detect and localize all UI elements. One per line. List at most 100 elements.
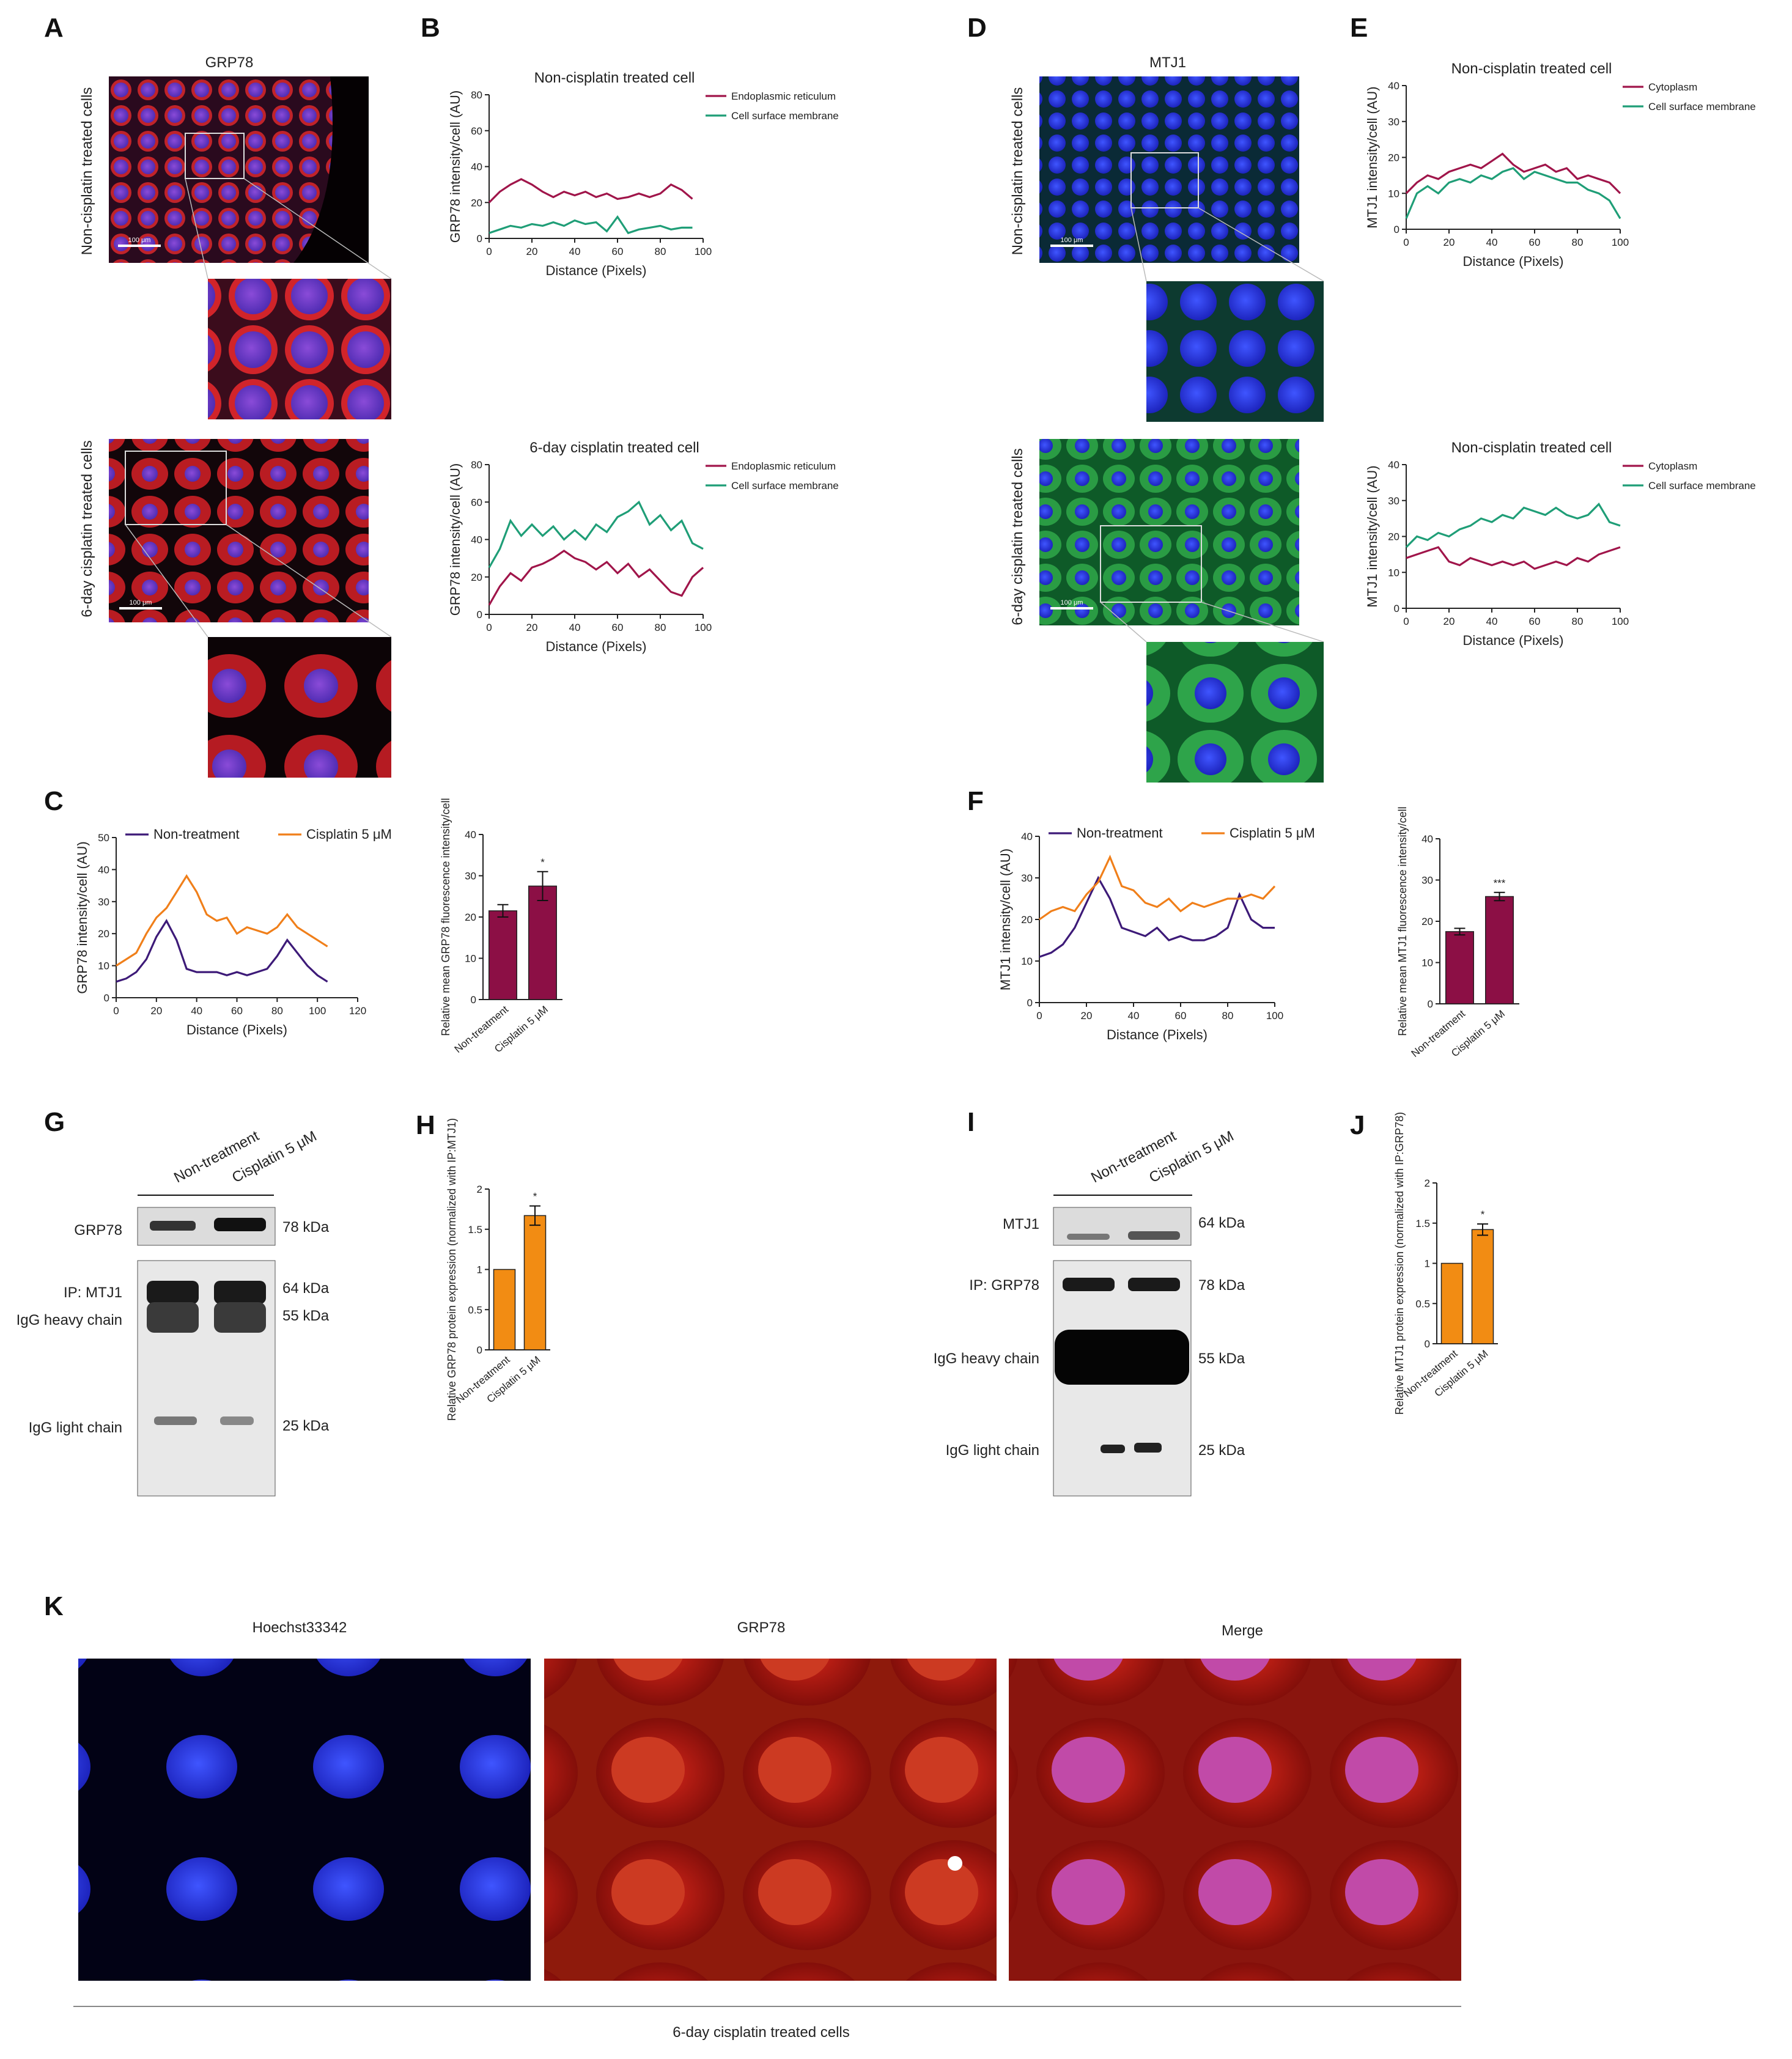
zoom-box (1100, 525, 1202, 603)
x-tick-label: 60 (231, 1005, 243, 1017)
y-tick-label: 60 (471, 496, 482, 508)
y-tick-label: 40 (98, 864, 109, 875)
x-tick-label: 40 (191, 1005, 202, 1017)
x-tick-label: 60 (612, 246, 624, 257)
hoechst-image (78, 1659, 531, 1981)
x-tick-label: 60 (1529, 237, 1541, 248)
x-tick-label: 0 (1036, 1010, 1042, 1022)
zoom-box (185, 133, 245, 179)
y-tick-label: 0 (471, 994, 476, 1006)
y-tick-label: 1.5 (468, 1224, 482, 1236)
legend-label: Cisplatin 5 μM (306, 827, 392, 842)
legend-label: Non-treatment (153, 827, 240, 842)
x-tick-label: 40 (569, 622, 581, 633)
y-tick-label: 20 (1388, 531, 1399, 543)
legend-label: Cell surface membrane (1648, 480, 1756, 492)
igg-light-band (1134, 1443, 1162, 1453)
blot-left-label: GRP78 (74, 1222, 122, 1239)
y-axis-label: MTJ1 intensity/cell (AU) (1365, 86, 1380, 228)
x-axis-label: Distance (Pixels) (1462, 633, 1563, 648)
panel-k-title: Hoechst33342 (253, 1619, 347, 1636)
y-tick-label: 20 (471, 197, 482, 208)
x-tick-label: 0 (486, 622, 492, 633)
scale-bar (119, 607, 162, 610)
y-tick-label: 10 (465, 953, 476, 965)
bar-chart-H: 0 0.5 1 1.5 2 Non-treatment * Cisplatin 5 μM Rel… (446, 1118, 550, 1421)
panel-a-micrographs: GRP78 Non-cisplatin treated cells 6-day … (79, 54, 392, 778)
legend-label: Cell surface membrane (731, 480, 839, 492)
panel-letter-c: C (44, 786, 64, 816)
y-tick-label: 0 (1428, 998, 1433, 1010)
blot-left-label: IgG heavy chain (934, 1350, 1039, 1367)
blot-left-label: MTJ1 (1003, 1216, 1039, 1232)
y-tick-label: 40 (471, 534, 482, 546)
igg-light-band (1101, 1445, 1125, 1453)
y-tick-label: 30 (1388, 116, 1399, 128)
y-tick-label: 10 (98, 960, 109, 972)
x-tick-label: 60 (1529, 616, 1541, 627)
x-tick-label: 40 (1486, 616, 1498, 627)
series-line (1039, 875, 1275, 958)
y-tick-label: 40 (1021, 831, 1033, 842)
x-tick-label: 20 (526, 246, 538, 257)
x-tick-label: 40 (569, 246, 581, 257)
series-line (488, 549, 704, 606)
x-axis-label: Distance (Pixels) (545, 263, 646, 278)
merge-image (1009, 1659, 1461, 1981)
line-chart-C1: 0 10 20 30 40 50 0 20 40 60 80 100 120 Distance (Pixe… (75, 827, 392, 1037)
y-tick-label: 30 (1421, 875, 1433, 886)
chart-title: Non-cisplatin treated cell (1451, 440, 1612, 456)
y-tick-label: 0 (477, 1344, 482, 1356)
blot-left-label: IP: MTJ1 (64, 1284, 122, 1301)
panel-letter-k: K (44, 1591, 64, 1621)
y-tick-label: 10 (1421, 957, 1433, 969)
x-tick-label: 100 (695, 622, 712, 633)
series-line (1405, 152, 1621, 194)
bar (1471, 1229, 1494, 1344)
panel-letter-g: G (44, 1107, 65, 1137)
y-tick-label: 20 (1388, 152, 1399, 164)
x-axis-label: Distance (Pixels) (186, 1022, 287, 1037)
chart-title: Non-cisplatin treated cell (534, 70, 695, 86)
zoom-box (125, 451, 227, 525)
x-tick-label: 0 (1403, 237, 1409, 248)
mtj1-treated-image (1039, 439, 1299, 625)
x-axis-label: Distance (Pixels) (545, 639, 646, 654)
x-tick-label: 80 (271, 1005, 283, 1017)
x-tick-label: 20 (1081, 1010, 1093, 1022)
series-line (488, 500, 704, 569)
legend-label: Cytoplasm (1648, 460, 1697, 472)
y-tick-label: 30 (1388, 495, 1399, 507)
blot-right-label: 64 kDa (282, 1280, 330, 1297)
blot-left-label: IgG light chain (29, 1420, 122, 1436)
series-line (488, 178, 693, 204)
y-tick-label: 40 (471, 161, 482, 173)
y-tick-label: 1 (477, 1264, 482, 1276)
series-line (116, 874, 328, 967)
x-tick-label: 60 (1175, 1010, 1187, 1022)
panel-d-row1-label: Non-cisplatin treated cells (1009, 87, 1026, 256)
y-tick-label: 20 (471, 572, 482, 583)
panel-k-title: GRP78 (737, 1619, 786, 1636)
mtj1-band (214, 1281, 266, 1304)
y-tick-label: 40 (1421, 833, 1433, 845)
blot-left-label: IgG light chain (946, 1442, 1039, 1459)
scale-bar-label: 100 μm (1061, 237, 1083, 244)
igg-heavy-band (214, 1302, 266, 1333)
y-tick-label: 40 (1388, 459, 1399, 471)
grp78-k-image (544, 1659, 997, 1981)
scale-bar-label: 100 μm (130, 599, 152, 606)
panel-k-micrographs: Hoechst33342 GRP78 Merge 6-day cisplatin… (73, 1619, 1461, 2041)
legend-label: Cytoplasm (1648, 81, 1697, 93)
x-tick-label: 100 (695, 246, 712, 257)
panel-letter-a: A (44, 13, 64, 43)
y-tick-label: 0 (1027, 997, 1033, 1009)
line-chart-E2: 0 10 20 30 40 0 20 40 60 80 100 Non-cisplatin treat… (1365, 440, 1756, 648)
scale-bar (118, 245, 161, 247)
legend-label: Cell surface membrane (731, 110, 839, 122)
y-axis-label: Relative mean MTJ1 fluorescence intensit… (1396, 806, 1409, 1036)
y-axis-label: GRP78 intensity/cell (AU) (75, 841, 90, 993)
series-line (1405, 167, 1621, 219)
